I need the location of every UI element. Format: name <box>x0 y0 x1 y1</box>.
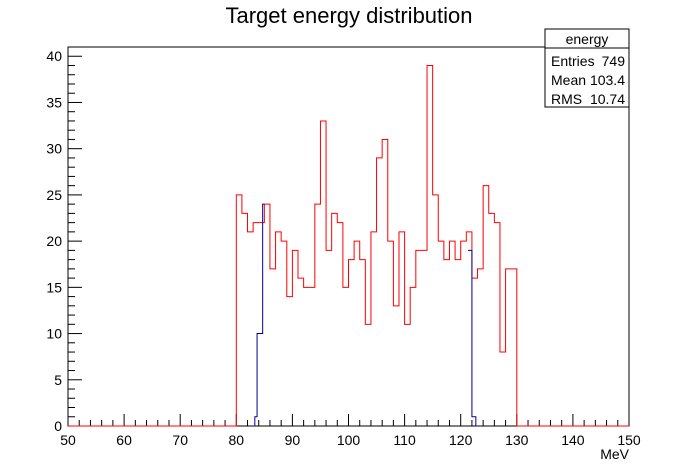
histogram-bin <box>511 269 517 426</box>
histogram-bin <box>377 158 383 426</box>
histogram-bin <box>382 139 388 426</box>
histogram-line-energy <box>68 65 629 426</box>
histogram-bin <box>259 223 265 426</box>
histogram-bin <box>421 250 427 426</box>
histogram-bin <box>332 213 338 426</box>
stats-mean-label: Mean <box>551 72 586 88</box>
histogram-bin <box>466 232 472 426</box>
x-tick-label: 140 <box>561 432 585 448</box>
histogram-bin <box>354 241 360 426</box>
y-tick-label: 5 <box>54 372 62 388</box>
histogram-bin <box>281 241 287 426</box>
x-tick-label: 50 <box>60 432 76 448</box>
histogram-bin <box>427 65 433 426</box>
histogram-bin <box>449 241 455 426</box>
histogram-bin <box>242 213 248 426</box>
stats-mean-value: 103.4 <box>590 72 625 88</box>
histogram-bin <box>472 278 478 426</box>
histogram-bin <box>478 269 484 426</box>
histogram-bin <box>500 352 506 426</box>
x-tick-label: 100 <box>337 432 361 448</box>
axis-tick-labels: 50 60 70 80 90 100 110 120 130 140 150051015202530… <box>46 48 640 448</box>
histogram-bin <box>483 186 489 426</box>
histogram-bin <box>494 223 500 426</box>
stats-rms-value: 10.74 <box>590 91 625 107</box>
y-tick-label: 35 <box>46 94 62 110</box>
x-tick-label: 130 <box>505 432 529 448</box>
x-axis-label: MeV <box>600 446 629 462</box>
stats-entries-value: 749 <box>602 53 626 69</box>
histogram-bin <box>489 213 495 426</box>
histogram-bin <box>405 324 411 426</box>
stats-entries-label: Entries <box>551 53 595 69</box>
histogram-bin <box>365 324 371 426</box>
histogram-bin <box>461 241 467 426</box>
histogram-bin <box>468 250 470 426</box>
histogram-bin <box>304 287 310 426</box>
histogram-bin <box>253 223 259 426</box>
histogram-bin <box>298 278 304 426</box>
y-tick-label: 0 <box>54 418 62 434</box>
x-tick-label: 70 <box>172 432 188 448</box>
chart-title: Target energy distribution <box>225 3 472 28</box>
x-tick-label: 80 <box>229 432 245 448</box>
histogram-bin <box>360 260 366 426</box>
histogram-bin <box>371 232 377 426</box>
histogram-bin <box>506 269 512 426</box>
stats-box-title: energy <box>566 31 609 47</box>
histogram-bin <box>393 306 399 426</box>
x-tick-label: 90 <box>285 432 301 448</box>
x-tick-label: 60 <box>116 432 132 448</box>
histogram-bin <box>309 287 315 426</box>
histogram-bin <box>264 204 270 426</box>
histogram-bin <box>433 195 439 426</box>
histogram-bin <box>388 241 394 426</box>
histogram-bin <box>337 223 343 426</box>
histogram-bin <box>270 269 276 426</box>
histogram-bin <box>320 121 326 426</box>
y-tick-label: 25 <box>46 187 62 203</box>
y-tick-label: 20 <box>46 233 62 249</box>
histogram-bin <box>326 250 332 426</box>
histogram-bin <box>343 287 349 426</box>
histogram-bin <box>455 260 461 426</box>
stats-box: energy Entries 749 Mean 103.4 RMS 10.74 <box>545 29 629 107</box>
histogram-bin <box>315 204 321 426</box>
y-tick-label: 10 <box>46 326 62 342</box>
x-tick-label: 110 <box>393 432 416 448</box>
histogram-bin <box>276 232 282 426</box>
histogram-bin <box>292 250 298 426</box>
histogram-bin <box>416 250 422 426</box>
histogram-bin <box>236 195 242 426</box>
histogram-bin <box>410 287 416 426</box>
histogram-bin <box>287 297 293 426</box>
histogram-bin <box>349 260 355 426</box>
y-tick-label: 15 <box>46 279 62 295</box>
stats-rms-label: RMS <box>551 91 582 107</box>
histogram-bin <box>248 232 254 426</box>
y-tick-label: 40 <box>46 48 62 64</box>
x-tick-label: 120 <box>449 432 473 448</box>
histogram-bin <box>399 232 405 426</box>
histogram-bin <box>444 260 450 426</box>
histogram-series <box>68 65 629 426</box>
histogram-bin <box>438 241 444 426</box>
y-tick-label: 30 <box>46 141 62 157</box>
